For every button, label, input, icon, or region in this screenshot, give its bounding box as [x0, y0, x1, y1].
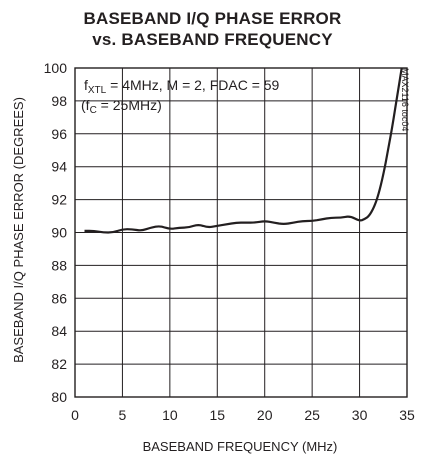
x-tick-label: 30 — [352, 407, 368, 423]
y-tick-label: 96 — [51, 126, 67, 142]
y-tick-label: 100 — [44, 60, 68, 76]
annotation-line1: fXTL = 4MHz, M = 2, FDAC = 59 — [84, 77, 280, 96]
chart-title-line1: BASEBAND I/Q PHASE ERROR — [83, 9, 342, 28]
y-tick-label: 84 — [51, 323, 67, 339]
y-tick-label: 90 — [51, 225, 67, 241]
annotation-line2: (fC = 25MHz) — [81, 97, 162, 116]
x-tick-label: 20 — [257, 407, 273, 423]
x-tick-label: 25 — [304, 407, 320, 423]
y-tick-labels: 80 82 84 86 88 90 92 94 96 98 100 — [44, 60, 68, 405]
y-tick-label: 98 — [51, 93, 67, 109]
figure-code: MAX2116 toc04 — [400, 68, 410, 131]
x-tick-labels: 0 5 10 15 20 25 30 35 — [71, 407, 415, 423]
x-axis-label: BASEBAND FREQUENCY (MHz) — [143, 439, 338, 454]
chart-title-line2: vs. BASEBAND FREQUENCY — [92, 30, 333, 49]
y-tick-label: 92 — [51, 192, 67, 208]
x-tick-label: 15 — [209, 407, 225, 423]
y-tick-label: 80 — [51, 389, 67, 405]
y-axis-label: BASEBAND I/Q PHASE ERROR (DEGREES) — [11, 97, 26, 363]
y-tick-label: 94 — [51, 159, 67, 175]
y-tick-label: 82 — [51, 356, 67, 372]
x-tick-label: 35 — [399, 407, 415, 423]
y-tick-label: 88 — [51, 257, 67, 273]
series-line — [84, 67, 403, 234]
x-tick-label: 0 — [71, 407, 79, 423]
x-tick-label: 10 — [162, 407, 178, 423]
y-tick-label: 86 — [51, 290, 67, 306]
x-tick-label: 5 — [119, 407, 127, 423]
plot-frame — [74, 67, 408, 398]
grid-lines — [75, 68, 407, 397]
